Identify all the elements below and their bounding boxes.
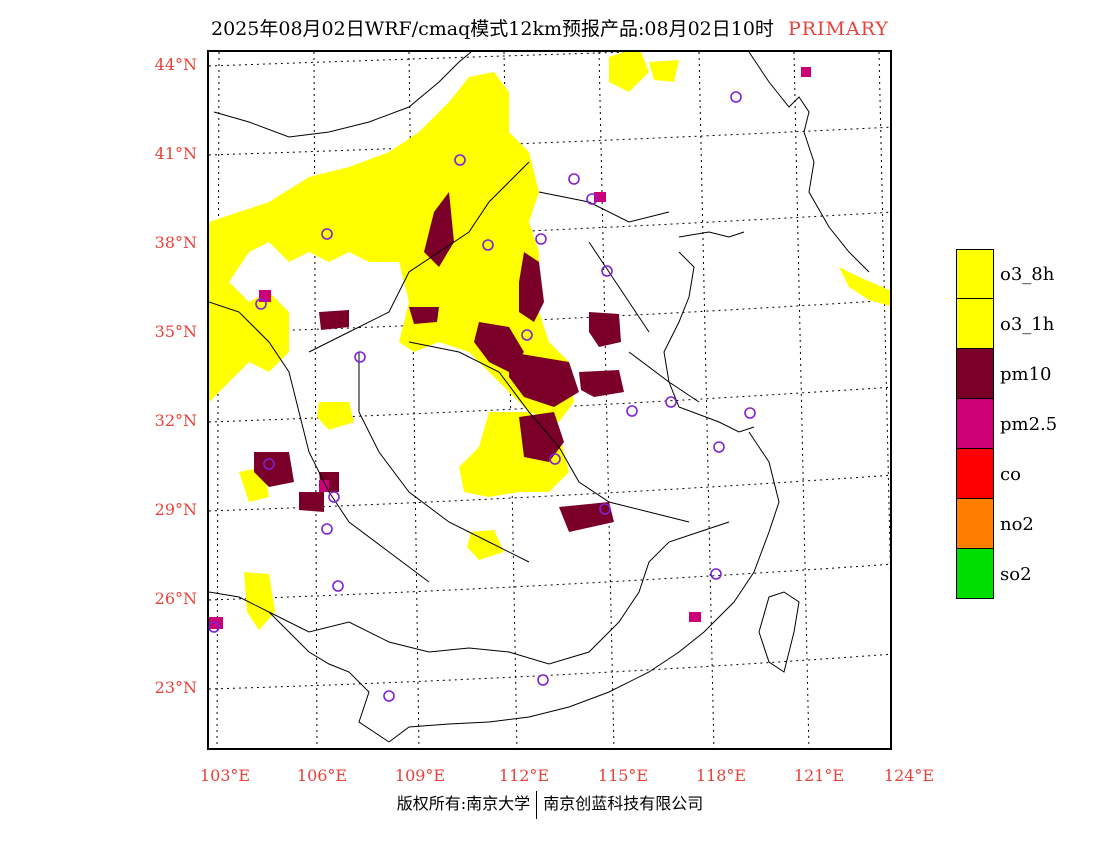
lat-label-38: 38°N bbox=[154, 233, 197, 252]
legend-swatch bbox=[956, 299, 994, 349]
legend-label: pm10 bbox=[1000, 363, 1052, 385]
boundaries bbox=[209, 52, 870, 743]
lon-label-115: 115°E bbox=[597, 766, 649, 785]
primary-tag: PRIMARY bbox=[787, 18, 889, 40]
lon-label-106: 106°E bbox=[296, 766, 348, 785]
copyright-left: 版权所有:南京大学 bbox=[396, 794, 531, 813]
legend-item-o3-1h: o3_1h bbox=[956, 299, 1076, 349]
copyright-footer: 版权所有:南京大学 南京创蓝科技有限公司 bbox=[0, 790, 1100, 819]
lon-label-124: 124°E bbox=[883, 766, 935, 785]
legend-swatch bbox=[956, 399, 994, 449]
legend-label: pm2.5 bbox=[1000, 413, 1058, 435]
pm10-regions bbox=[254, 192, 624, 532]
copyright-right: 南京创蓝科技有限公司 bbox=[543, 794, 704, 813]
legend-item-no2: no2 bbox=[956, 499, 1076, 549]
legend-label: co bbox=[1000, 463, 1021, 485]
legend-item-co: co bbox=[956, 449, 1076, 499]
footer-divider bbox=[536, 790, 538, 819]
legend-label: no2 bbox=[1000, 513, 1034, 535]
lat-label-26: 26°N bbox=[154, 589, 197, 608]
legend-label: o3_1h bbox=[1000, 313, 1055, 335]
legend-label: o3_8h bbox=[1000, 263, 1055, 285]
o3-regions bbox=[209, 52, 890, 630]
legend-item-pm25: pm2.5 bbox=[956, 399, 1076, 449]
lat-label-23: 23°N bbox=[154, 678, 197, 697]
legend: o3_8h o3_1h pm10 pm2.5 co no2 so2 bbox=[956, 249, 1076, 599]
lat-label-35: 35°N bbox=[154, 322, 197, 341]
lon-label-112: 112°E bbox=[498, 766, 550, 785]
map-title: 2025年08月02日WRF/cmaq模式12km预报产品:08月02日10时 P… bbox=[0, 14, 1100, 41]
legend-swatch bbox=[956, 499, 994, 549]
legend-label: so2 bbox=[1000, 563, 1032, 585]
lon-label-121: 121°E bbox=[793, 766, 845, 785]
lat-label-41: 41°N bbox=[154, 144, 197, 163]
lat-label-29: 29°N bbox=[154, 500, 197, 519]
legend-swatch bbox=[956, 549, 994, 599]
lon-label-109: 109°E bbox=[394, 766, 446, 785]
title-text: 2025年08月02日WRF/cmaq模式12km预报产品:08月02日10时 bbox=[211, 18, 774, 40]
legend-item-o3-8h: o3_8h bbox=[956, 249, 1076, 299]
pollutant-map bbox=[209, 52, 890, 748]
lat-label-32: 32°N bbox=[154, 411, 197, 430]
map-panel bbox=[207, 50, 892, 750]
lon-label-103: 103°E bbox=[199, 766, 251, 785]
legend-item-pm10: pm10 bbox=[956, 349, 1076, 399]
lon-label-118: 118°E bbox=[695, 766, 747, 785]
legend-swatch bbox=[956, 349, 994, 399]
legend-item-so2: so2 bbox=[956, 549, 1076, 599]
city-markers bbox=[209, 91, 756, 702]
legend-swatch bbox=[956, 249, 994, 299]
legend-swatch bbox=[956, 449, 994, 499]
lat-label-44: 44°N bbox=[154, 55, 197, 74]
